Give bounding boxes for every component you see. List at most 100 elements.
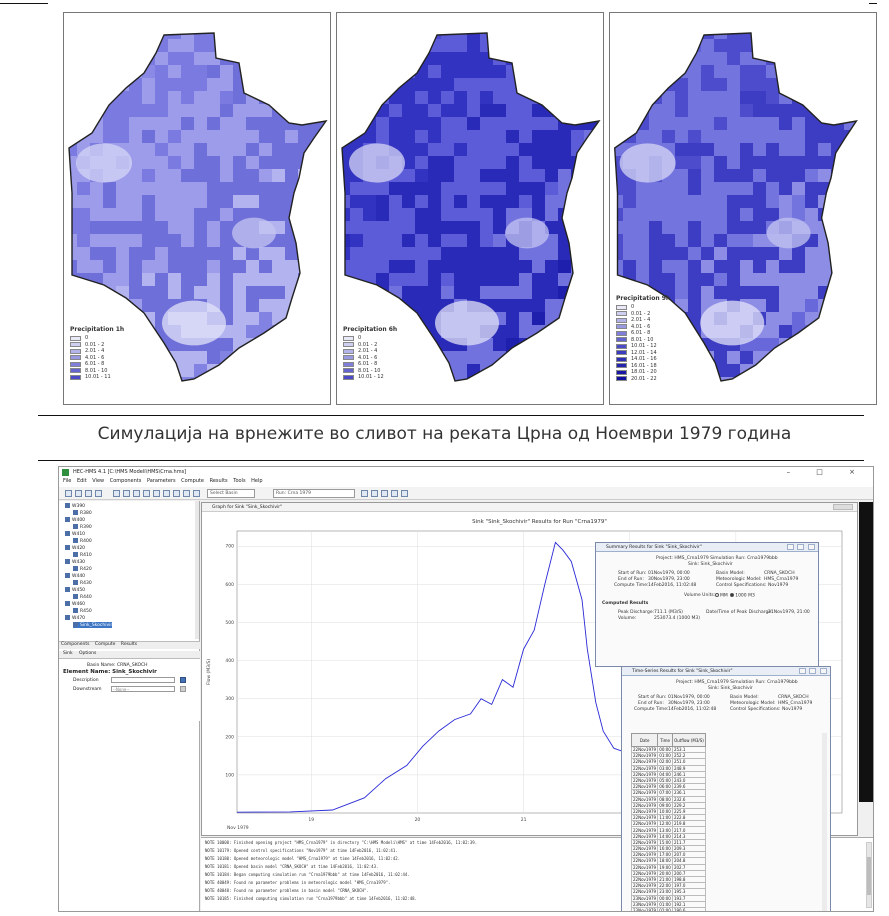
x-axis-label: Nov 1979: [227, 825, 249, 831]
tab-compute[interactable]: Compute: [94, 642, 116, 647]
tree-item[interactable]: R440: [73, 594, 92, 600]
legend-item: 16.01 - 18: [616, 363, 670, 370]
timeseries-table-icon[interactable]: [391, 490, 398, 497]
dialog-max-button[interactable]: [809, 668, 816, 674]
legend-label: 0: [85, 335, 89, 342]
dialog-min-button[interactable]: [787, 544, 794, 550]
volume-value: 253073.4 (1000 M3): [654, 616, 701, 621]
tree-item[interactable]: W450: [65, 587, 85, 593]
arrow-tool-icon[interactable]: [113, 490, 120, 497]
source-tool-icon[interactable]: [193, 490, 200, 497]
legend-swatch: [616, 330, 627, 336]
legend-label: 2.01 - 4: [85, 348, 105, 355]
legend-item: 0: [70, 335, 124, 342]
time-cell: 09:00: [657, 801, 673, 809]
legend-swatch: [70, 374, 81, 380]
dialog-min-button[interactable]: [799, 668, 806, 674]
junction-tool-icon[interactable]: [173, 490, 180, 497]
time-cell: 02:00: [657, 906, 673, 912]
print-icon[interactable]: [95, 490, 102, 497]
tab-components[interactable]: Components: [61, 642, 90, 647]
basin-map-1h: [68, 32, 328, 382]
radio-1000m3[interactable]: [730, 593, 735, 597]
description-label: Description: [73, 678, 99, 683]
legend-item: 10.01 - 11: [70, 374, 124, 381]
tree-item[interactable]: W430: [65, 559, 85, 565]
menu-edit[interactable]: Edit: [76, 478, 87, 484]
menu-file[interactable]: File: [63, 478, 72, 484]
tree-item[interactable]: R450: [73, 608, 92, 614]
legend-swatch: [343, 374, 354, 380]
tab-sink[interactable]: Sink: [63, 651, 73, 656]
tree-item[interactable]: R420: [73, 566, 92, 572]
menu-tools[interactable]: Tools: [233, 478, 246, 484]
menu-components[interactable]: Components: [109, 478, 142, 484]
save-icon[interactable]: [85, 490, 92, 497]
time-cell: 14:00: [657, 832, 673, 840]
date-cell: 22Nov1979: [630, 844, 659, 853]
menu-view[interactable]: View: [92, 478, 105, 484]
downstream-select-icon[interactable]: [180, 686, 186, 692]
legend-label: 8.01 - 10: [85, 367, 108, 374]
compute-icon[interactable]: [361, 490, 368, 497]
open-icon[interactable]: [75, 490, 82, 497]
volume-units-radio[interactable]: MM 1000 M3: [714, 593, 755, 599]
tree-item[interactable]: W470: [65, 615, 85, 621]
sink-tool-icon[interactable]: [183, 490, 190, 497]
log-scrollbar[interactable]: [866, 842, 872, 908]
menu-results[interactable]: Results: [209, 478, 228, 484]
reservoir-tool-icon[interactable]: [163, 490, 170, 497]
dialog-close-icon[interactable]: [820, 668, 827, 674]
tree-item[interactable]: W420: [65, 545, 85, 551]
subbasin-tool-icon[interactable]: [143, 490, 150, 497]
dialog-close-icon[interactable]: [808, 544, 815, 550]
reach-tool-icon[interactable]: [153, 490, 160, 497]
tree-item[interactable]: R430: [73, 580, 92, 586]
met-value: HMS_Crna1979: [764, 577, 799, 582]
tree-item-selected[interactable]: Sink_Skochivir: [73, 622, 113, 628]
zoom-icon[interactable]: [123, 490, 130, 497]
tree-item[interactable]: W400: [65, 517, 85, 523]
menu-help[interactable]: Help: [251, 478, 263, 484]
table-row: 22Nov1979 05:00 243.0: [630, 776, 707, 785]
graph-icon[interactable]: [371, 490, 378, 497]
summary-table-icon[interactable]: [381, 490, 388, 497]
new-icon[interactable]: [65, 490, 72, 497]
end-value: 30Nov1979, 23:00: [648, 577, 690, 582]
pan-icon[interactable]: [133, 490, 140, 497]
tree-item[interactable]: W440: [65, 573, 85, 579]
tree-item[interactable]: R400: [73, 538, 92, 544]
description-edit-icon[interactable]: [180, 677, 186, 683]
time-cell: 07:00: [657, 789, 673, 797]
tree-item[interactable]: R410: [73, 552, 92, 558]
window-controls[interactable]: – □ ×: [786, 468, 867, 476]
graph-window-controls[interactable]: [833, 504, 853, 510]
menu-compute[interactable]: Compute: [181, 478, 204, 484]
dialog-max-button[interactable]: [797, 544, 804, 550]
table-scrollbar[interactable]: [822, 733, 827, 911]
tab-results[interactable]: Results: [120, 642, 138, 647]
results-icon[interactable]: [401, 490, 408, 497]
tree-item[interactable]: W410: [65, 531, 85, 537]
menu-parameters[interactable]: Parameters: [146, 478, 176, 484]
tree-item[interactable]: W460: [65, 601, 85, 607]
start-value: 01Nov1979, 00:00: [648, 571, 690, 576]
time-cell: 06:00: [657, 783, 673, 791]
log-scroll-thumb[interactable]: [867, 857, 871, 895]
legend-label: 4.01 - 6: [358, 354, 378, 361]
basin-select-combo[interactable]: Select Basin: [207, 489, 255, 498]
legend-item: 10.01 - 12: [343, 374, 397, 381]
description-input[interactable]: [111, 677, 175, 683]
tree-item[interactable]: R390: [73, 524, 92, 530]
radio-mm[interactable]: [715, 593, 719, 597]
downstream-select[interactable]: --None--: [111, 686, 175, 692]
tree-item[interactable]: R380: [73, 510, 92, 516]
subbasin-icon: [65, 517, 70, 522]
basin-label: Basin Model:: [716, 571, 745, 576]
tree-item[interactable]: W390: [65, 503, 85, 509]
run-select-combo[interactable]: Run: Crna 1979: [273, 489, 355, 498]
legend-label: 16.01 - 18: [631, 362, 657, 369]
tab-options[interactable]: Options: [79, 651, 97, 656]
tree-scrollbar[interactable]: [195, 501, 199, 639]
basin-value: CRNA_SKOCH: [764, 571, 795, 576]
